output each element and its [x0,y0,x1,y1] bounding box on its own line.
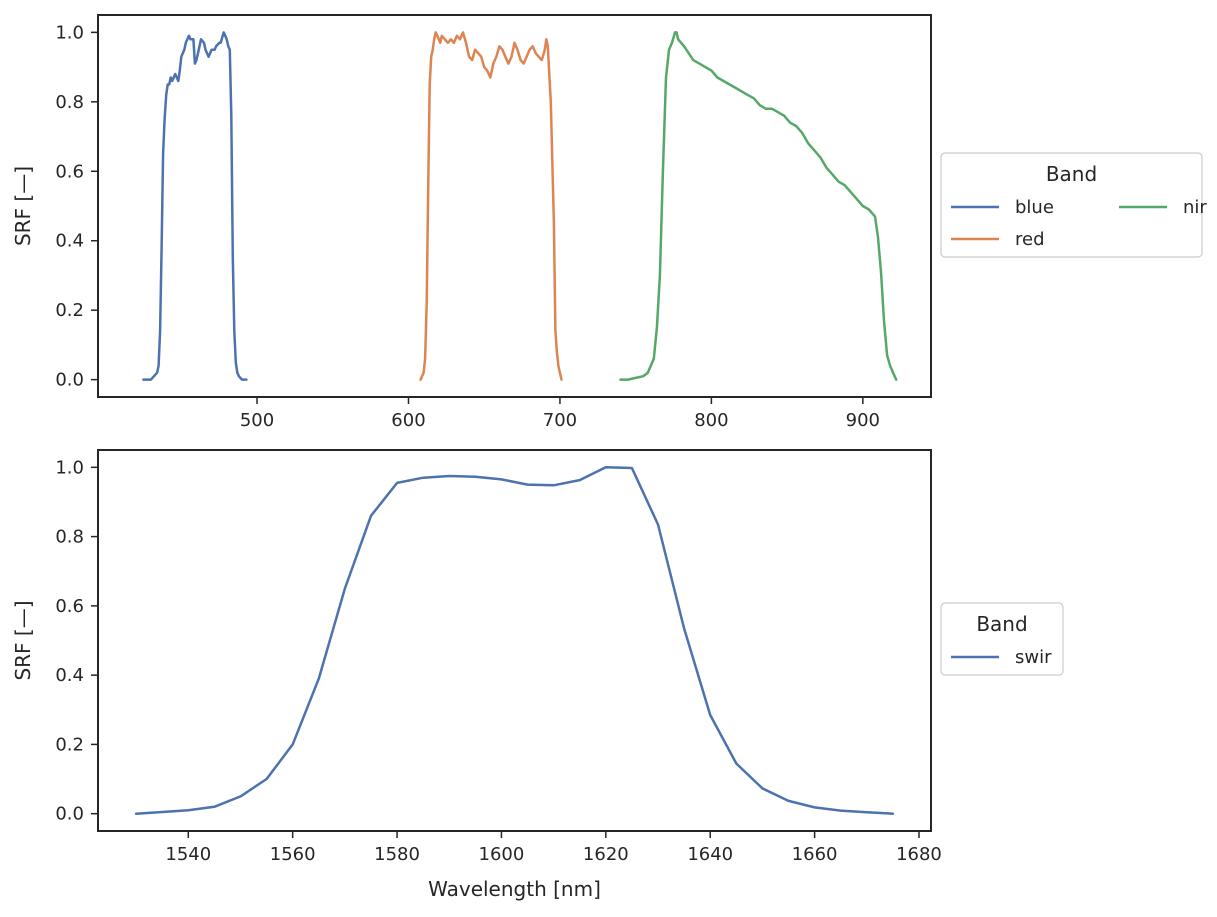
x-tick-label: 1580 [374,844,420,865]
legend-label-swir: swir [1015,647,1052,668]
y-tick-label: 0.2 [55,734,84,755]
bottom-legend-entries: swir [951,647,1052,668]
top-plot-frame [97,14,932,398]
legend-label-nir: nir [1183,197,1207,218]
top-legend-frame [940,152,1203,258]
y-tick-label: 0.0 [55,370,84,391]
y-tick-label: 0.4 [55,665,84,686]
bottom-legend-title: Band [976,612,1027,636]
x-tick-label: 1660 [792,844,838,865]
y-tick-label: 1.0 [55,22,84,43]
series-line-nir [619,31,898,381]
top-legend: Band blue red nir [940,152,1207,258]
x-tick-label: 1680 [896,844,942,865]
series-line-red [419,31,563,381]
y-tick-label: 0.8 [55,92,84,113]
x-tick-label: 800 [694,410,728,431]
top-x-axis: 500 600 700 800 900 [240,397,880,431]
bottom-y-axis-label: SRF [—] [11,600,35,680]
series-line-swir [134,466,895,815]
series-line-blue [142,31,248,381]
y-tick-label: 0.8 [55,527,84,548]
y-tick-label: 0.2 [55,300,84,321]
y-tick-label: 0.6 [55,161,84,182]
y-tick-label: 0.0 [55,804,84,825]
top-y-axis-label: SRF [—] [11,166,35,246]
bottom-legend: Band swir [940,602,1064,676]
x-tick-label: 500 [240,410,274,431]
bottom-subplot: 1540 1560 1580 1600 1620 1640 1660 1680 0.00.20… [11,449,1064,901]
x-tick-label: 1620 [583,844,629,865]
x-tick-label: 600 [391,410,425,431]
legend-label-blue: blue [1015,197,1054,218]
x-tick-label: 1560 [270,844,316,865]
top-legend-entries: blue red nir [951,197,1207,250]
y-tick-label: 1.0 [55,457,84,478]
legend-label-red: red [1015,229,1045,250]
bottom-plot-lines [134,466,895,815]
bottom-y-axis: 0.0 0.2 0.4 0.6 0.8 1.0 [55,457,98,825]
top-legend-title: Band [1046,162,1097,186]
x-tick-label: 900 [846,410,880,431]
bottom-plot-frame [97,449,932,832]
x-tick-label: 700 [543,410,577,431]
y-tick-label: 0.6 [55,596,84,617]
x-tick-label: 1600 [479,844,525,865]
x-tick-label: 1540 [165,844,211,865]
top-subplot: 500 600 700 800 900 0.0 0.2 0.4 0.6 0.8 1.0 SRF [… [11,14,1207,431]
bottom-x-axis: 1540 1560 1580 1600 1620 1640 1660 1680 [165,831,942,865]
top-y-axis: 0.0 0.2 0.4 0.6 0.8 1.0 [55,22,98,391]
x-tick-label: 1640 [687,844,733,865]
top-plot-lines [142,31,898,381]
y-tick-label: 0.4 [55,231,84,252]
bottom-x-axis-label: Wavelength [nm] [428,877,601,901]
